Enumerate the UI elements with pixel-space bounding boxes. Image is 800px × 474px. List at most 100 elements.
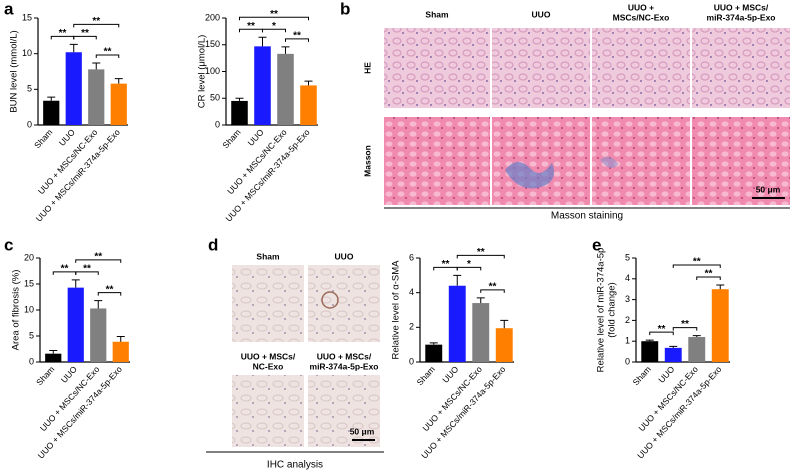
x-tick-label: Sham xyxy=(32,127,54,150)
significance-bracket xyxy=(73,23,120,28)
bar xyxy=(425,344,443,362)
y-tick-label: 200 xyxy=(205,12,220,22)
y-tick-label: 0 xyxy=(29,356,34,366)
y-tick-label: 2 xyxy=(625,315,630,325)
significance-bracket xyxy=(696,276,721,281)
y-tick-label: 150 xyxy=(205,39,220,49)
error-bar xyxy=(645,339,654,342)
significance-bracket xyxy=(285,38,309,42)
bar xyxy=(45,353,62,362)
row-label: HE xyxy=(362,62,372,74)
significance-bracket xyxy=(97,292,122,296)
y-axis-label: (fold change) xyxy=(607,282,618,337)
error-bar xyxy=(716,284,725,290)
bar xyxy=(664,347,682,362)
error-bar xyxy=(669,345,678,348)
significance-bracket xyxy=(73,35,97,40)
significance-bracket xyxy=(75,259,122,263)
y-tick-label: 4 xyxy=(409,287,414,297)
significance-bracket xyxy=(672,264,721,269)
significance-label: ** xyxy=(247,21,255,32)
x-tick-label: UUO xyxy=(440,364,460,385)
column-label: UUO + xyxy=(628,2,654,12)
masson-image xyxy=(384,117,490,205)
error-bar xyxy=(114,78,123,84)
x-tick-label: UUO xyxy=(57,127,77,148)
panel-label: d xyxy=(208,235,218,254)
error-bar xyxy=(500,319,509,329)
error-bar xyxy=(476,297,485,304)
error-bar xyxy=(94,300,103,309)
ihc-image xyxy=(308,265,380,342)
image-label: UUO + MSCs/ xyxy=(317,351,372,361)
image-label: UUO xyxy=(335,251,354,261)
bar xyxy=(688,337,706,362)
bar xyxy=(88,69,105,125)
caption: IHC analysis xyxy=(267,460,323,471)
significance-label: ** xyxy=(59,28,67,39)
error-bar xyxy=(92,62,101,70)
y-tick-label: 5 xyxy=(625,252,630,262)
error-bar xyxy=(281,46,290,54)
bar xyxy=(67,287,84,362)
significance-label: ** xyxy=(442,259,450,270)
y-tick-label: 10 xyxy=(24,304,34,314)
y-tick-label: 0 xyxy=(215,119,220,129)
bar xyxy=(112,341,129,362)
he-image xyxy=(692,28,790,108)
y-tick-label: 1 xyxy=(625,336,630,346)
x-tick-label: UUO xyxy=(246,127,266,148)
y-tick-label: 6 xyxy=(409,252,414,262)
error-bar xyxy=(235,97,244,101)
y-axis-label: Area of fibrosis (%) xyxy=(11,270,22,351)
significance-bracket xyxy=(672,327,698,331)
panel-label: e xyxy=(592,235,601,254)
image-label: UUO + MSCs/ xyxy=(241,351,296,361)
y-tick-label: 100 xyxy=(205,66,220,76)
bar xyxy=(300,85,317,125)
significance-label: ** xyxy=(81,28,89,39)
y-tick-label: 2 xyxy=(409,322,414,332)
column-label: Sham xyxy=(425,9,449,19)
significance-label: ** xyxy=(658,324,666,335)
bar xyxy=(711,289,729,362)
panel-label: b xyxy=(340,0,350,18)
caption: Masson staining xyxy=(551,211,623,222)
x-tick-label: UUO xyxy=(59,364,79,385)
y-tick-label: 0 xyxy=(625,356,630,366)
error-bar xyxy=(258,36,267,47)
y-tick-label: 5 xyxy=(29,330,34,340)
significance-label: ** xyxy=(293,31,301,42)
x-tick-label: Sham xyxy=(415,364,437,387)
error-bar xyxy=(453,274,462,286)
collagen-stain xyxy=(505,161,555,189)
error-bar xyxy=(47,96,56,101)
panel-label: a xyxy=(4,0,14,18)
bar xyxy=(90,308,107,362)
significance-label: ** xyxy=(106,284,114,295)
panel-label: c xyxy=(4,235,13,254)
bar xyxy=(231,100,248,125)
row-label: Masson xyxy=(362,145,372,177)
y-axis-label: Relative level of miR-374a-5p xyxy=(596,248,607,373)
significance-label: ** xyxy=(705,269,713,280)
masson-image xyxy=(492,117,590,205)
significance-bracket xyxy=(95,54,120,58)
scale-label: 50 μm xyxy=(350,426,375,436)
y-tick-label: 0 xyxy=(409,356,414,366)
error-bar xyxy=(49,350,58,354)
y-axis-label: BUN level (mmol/L) xyxy=(9,30,20,112)
image-label: NC-Exo xyxy=(253,361,284,371)
y-tick-label: 15 xyxy=(24,278,34,288)
column-label: MSCs/NC-Exo xyxy=(613,12,670,22)
column-label: UUO + MSCs/ xyxy=(714,2,769,12)
y-tick-label: 50 xyxy=(210,93,220,103)
y-tick-label: 0 xyxy=(27,119,32,129)
y-tick-label: 3 xyxy=(625,294,630,304)
bar xyxy=(254,46,271,126)
x-tick-label: UUO xyxy=(656,364,676,385)
x-tick-label: Sham xyxy=(220,127,242,150)
significance-label: ** xyxy=(83,263,91,274)
error-bar xyxy=(116,336,125,342)
